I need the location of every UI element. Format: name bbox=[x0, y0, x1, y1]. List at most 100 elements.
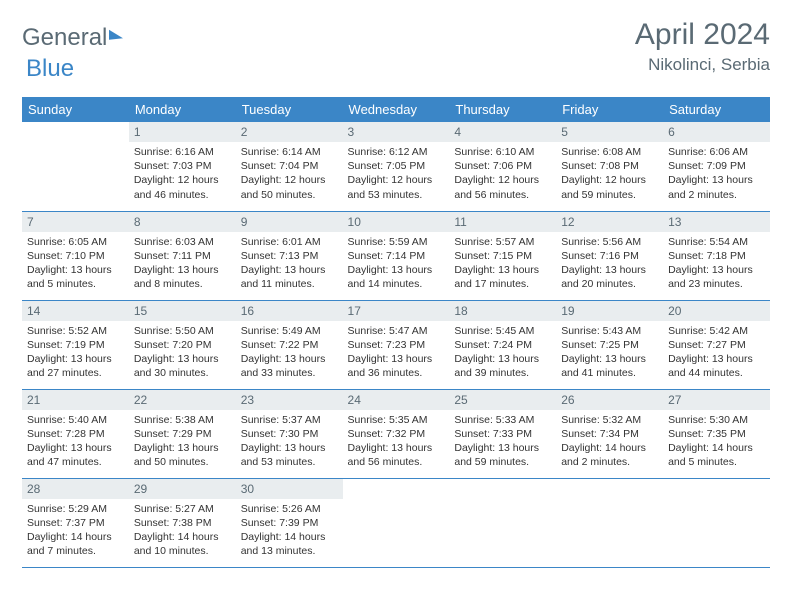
calendar-cell: 29Sunrise: 5:27 AMSunset: 7:38 PMDayligh… bbox=[129, 478, 236, 567]
day-details: Sunrise: 5:56 AMSunset: 7:16 PMDaylight:… bbox=[556, 232, 663, 296]
day-details: Sunrise: 5:40 AMSunset: 7:28 PMDaylight:… bbox=[22, 410, 129, 474]
day-details: Sunrise: 5:29 AMSunset: 7:37 PMDaylight:… bbox=[22, 499, 129, 563]
day-details: Sunrise: 5:52 AMSunset: 7:19 PMDaylight:… bbox=[22, 321, 129, 385]
calendar-cell: 22Sunrise: 5:38 AMSunset: 7:29 PMDayligh… bbox=[129, 389, 236, 478]
calendar-cell: 12Sunrise: 5:56 AMSunset: 7:16 PMDayligh… bbox=[556, 211, 663, 300]
day-details: Sunrise: 5:43 AMSunset: 7:25 PMDaylight:… bbox=[556, 321, 663, 385]
day-details: Sunrise: 6:01 AMSunset: 7:13 PMDaylight:… bbox=[236, 232, 343, 296]
weekday-header: Tuesday bbox=[236, 97, 343, 122]
weekday-header: Saturday bbox=[663, 97, 770, 122]
calendar-table: SundayMondayTuesdayWednesdayThursdayFrid… bbox=[22, 97, 770, 568]
day-details: Sunrise: 5:32 AMSunset: 7:34 PMDaylight:… bbox=[556, 410, 663, 474]
calendar-cell: 15Sunrise: 5:50 AMSunset: 7:20 PMDayligh… bbox=[129, 300, 236, 389]
calendar-body: 1Sunrise: 6:16 AMSunset: 7:03 PMDaylight… bbox=[22, 122, 770, 567]
day-details: Sunrise: 5:54 AMSunset: 7:18 PMDaylight:… bbox=[663, 232, 770, 296]
day-number: 24 bbox=[343, 390, 450, 410]
calendar-cell: 9Sunrise: 6:01 AMSunset: 7:13 PMDaylight… bbox=[236, 211, 343, 300]
day-number: 10 bbox=[343, 212, 450, 232]
day-number: 20 bbox=[663, 301, 770, 321]
calendar-row: 14Sunrise: 5:52 AMSunset: 7:19 PMDayligh… bbox=[22, 300, 770, 389]
day-details: Sunrise: 5:27 AMSunset: 7:38 PMDaylight:… bbox=[129, 499, 236, 563]
calendar-cell: 10Sunrise: 5:59 AMSunset: 7:14 PMDayligh… bbox=[343, 211, 450, 300]
day-number: 6 bbox=[663, 122, 770, 142]
day-details: Sunrise: 5:33 AMSunset: 7:33 PMDaylight:… bbox=[449, 410, 556, 474]
day-details: Sunrise: 6:14 AMSunset: 7:04 PMDaylight:… bbox=[236, 142, 343, 206]
calendar-cell: 11Sunrise: 5:57 AMSunset: 7:15 PMDayligh… bbox=[449, 211, 556, 300]
calendar-cell: 7Sunrise: 6:05 AMSunset: 7:10 PMDaylight… bbox=[22, 211, 129, 300]
logo-mark-icon bbox=[109, 28, 123, 39]
day-number: 1 bbox=[129, 122, 236, 142]
day-details: Sunrise: 5:26 AMSunset: 7:39 PMDaylight:… bbox=[236, 499, 343, 563]
day-number: 22 bbox=[129, 390, 236, 410]
day-number: 16 bbox=[236, 301, 343, 321]
day-number: 11 bbox=[449, 212, 556, 232]
calendar-cell: 19Sunrise: 5:43 AMSunset: 7:25 PMDayligh… bbox=[556, 300, 663, 389]
day-details: Sunrise: 5:42 AMSunset: 7:27 PMDaylight:… bbox=[663, 321, 770, 385]
day-number: 27 bbox=[663, 390, 770, 410]
calendar-cell bbox=[663, 478, 770, 567]
weekday-header: Sunday bbox=[22, 97, 129, 122]
day-number: 25 bbox=[449, 390, 556, 410]
day-number: 12 bbox=[556, 212, 663, 232]
calendar-cell: 21Sunrise: 5:40 AMSunset: 7:28 PMDayligh… bbox=[22, 389, 129, 478]
day-details: Sunrise: 6:08 AMSunset: 7:08 PMDaylight:… bbox=[556, 142, 663, 206]
calendar-cell: 2Sunrise: 6:14 AMSunset: 7:04 PMDaylight… bbox=[236, 122, 343, 211]
day-details: Sunrise: 5:50 AMSunset: 7:20 PMDaylight:… bbox=[129, 321, 236, 385]
calendar-cell: 17Sunrise: 5:47 AMSunset: 7:23 PMDayligh… bbox=[343, 300, 450, 389]
calendar-cell: 26Sunrise: 5:32 AMSunset: 7:34 PMDayligh… bbox=[556, 389, 663, 478]
month-title: April 2024 bbox=[635, 18, 770, 52]
logo-text-general: General bbox=[22, 24, 107, 52]
day-details: Sunrise: 5:57 AMSunset: 7:15 PMDaylight:… bbox=[449, 232, 556, 296]
weekday-header: Wednesday bbox=[343, 97, 450, 122]
day-number: 26 bbox=[556, 390, 663, 410]
day-details: Sunrise: 5:35 AMSunset: 7:32 PMDaylight:… bbox=[343, 410, 450, 474]
calendar-cell: 23Sunrise: 5:37 AMSunset: 7:30 PMDayligh… bbox=[236, 389, 343, 478]
day-details: Sunrise: 6:05 AMSunset: 7:10 PMDaylight:… bbox=[22, 232, 129, 296]
day-details: Sunrise: 5:30 AMSunset: 7:35 PMDaylight:… bbox=[663, 410, 770, 474]
day-details: Sunrise: 5:49 AMSunset: 7:22 PMDaylight:… bbox=[236, 321, 343, 385]
day-number: 29 bbox=[129, 479, 236, 499]
weekday-header: Monday bbox=[129, 97, 236, 122]
calendar-cell bbox=[22, 122, 129, 211]
calendar-cell: 8Sunrise: 6:03 AMSunset: 7:11 PMDaylight… bbox=[129, 211, 236, 300]
calendar-row: 21Sunrise: 5:40 AMSunset: 7:28 PMDayligh… bbox=[22, 389, 770, 478]
calendar-cell: 3Sunrise: 6:12 AMSunset: 7:05 PMDaylight… bbox=[343, 122, 450, 211]
day-number: 2 bbox=[236, 122, 343, 142]
weekday-header: Friday bbox=[556, 97, 663, 122]
day-details: Sunrise: 5:37 AMSunset: 7:30 PMDaylight:… bbox=[236, 410, 343, 474]
calendar-cell: 14Sunrise: 5:52 AMSunset: 7:19 PMDayligh… bbox=[22, 300, 129, 389]
day-number: 14 bbox=[22, 301, 129, 321]
calendar-cell: 18Sunrise: 5:45 AMSunset: 7:24 PMDayligh… bbox=[449, 300, 556, 389]
calendar-cell: 1Sunrise: 6:16 AMSunset: 7:03 PMDaylight… bbox=[129, 122, 236, 211]
day-number: 19 bbox=[556, 301, 663, 321]
day-number: 17 bbox=[343, 301, 450, 321]
day-details: Sunrise: 6:16 AMSunset: 7:03 PMDaylight:… bbox=[129, 142, 236, 206]
day-details: Sunrise: 6:06 AMSunset: 7:09 PMDaylight:… bbox=[663, 142, 770, 206]
day-details: Sunrise: 6:12 AMSunset: 7:05 PMDaylight:… bbox=[343, 142, 450, 206]
day-number: 18 bbox=[449, 301, 556, 321]
calendar-cell bbox=[449, 478, 556, 567]
day-number: 23 bbox=[236, 390, 343, 410]
calendar-cell: 6Sunrise: 6:06 AMSunset: 7:09 PMDaylight… bbox=[663, 122, 770, 211]
day-number: 28 bbox=[22, 479, 129, 499]
calendar-cell: 13Sunrise: 5:54 AMSunset: 7:18 PMDayligh… bbox=[663, 211, 770, 300]
location: Nikolinci, Serbia bbox=[635, 55, 770, 75]
day-number: 21 bbox=[22, 390, 129, 410]
calendar-cell: 24Sunrise: 5:35 AMSunset: 7:32 PMDayligh… bbox=[343, 389, 450, 478]
calendar-head: SundayMondayTuesdayWednesdayThursdayFrid… bbox=[22, 97, 770, 122]
calendar-row: 1Sunrise: 6:16 AMSunset: 7:03 PMDaylight… bbox=[22, 122, 770, 211]
day-number: 15 bbox=[129, 301, 236, 321]
calendar-row: 28Sunrise: 5:29 AMSunset: 7:37 PMDayligh… bbox=[22, 478, 770, 567]
day-number: 5 bbox=[556, 122, 663, 142]
title-block: April 2024 Nikolinci, Serbia bbox=[635, 18, 770, 75]
weekday-header: Thursday bbox=[449, 97, 556, 122]
calendar-cell bbox=[556, 478, 663, 567]
logo: General bbox=[22, 24, 123, 52]
day-number: 7 bbox=[22, 212, 129, 232]
day-details: Sunrise: 6:03 AMSunset: 7:11 PMDaylight:… bbox=[129, 232, 236, 296]
day-details: Sunrise: 6:10 AMSunset: 7:06 PMDaylight:… bbox=[449, 142, 556, 206]
calendar-cell: 30Sunrise: 5:26 AMSunset: 7:39 PMDayligh… bbox=[236, 478, 343, 567]
calendar-cell: 27Sunrise: 5:30 AMSunset: 7:35 PMDayligh… bbox=[663, 389, 770, 478]
day-number: 8 bbox=[129, 212, 236, 232]
day-details: Sunrise: 5:45 AMSunset: 7:24 PMDaylight:… bbox=[449, 321, 556, 385]
